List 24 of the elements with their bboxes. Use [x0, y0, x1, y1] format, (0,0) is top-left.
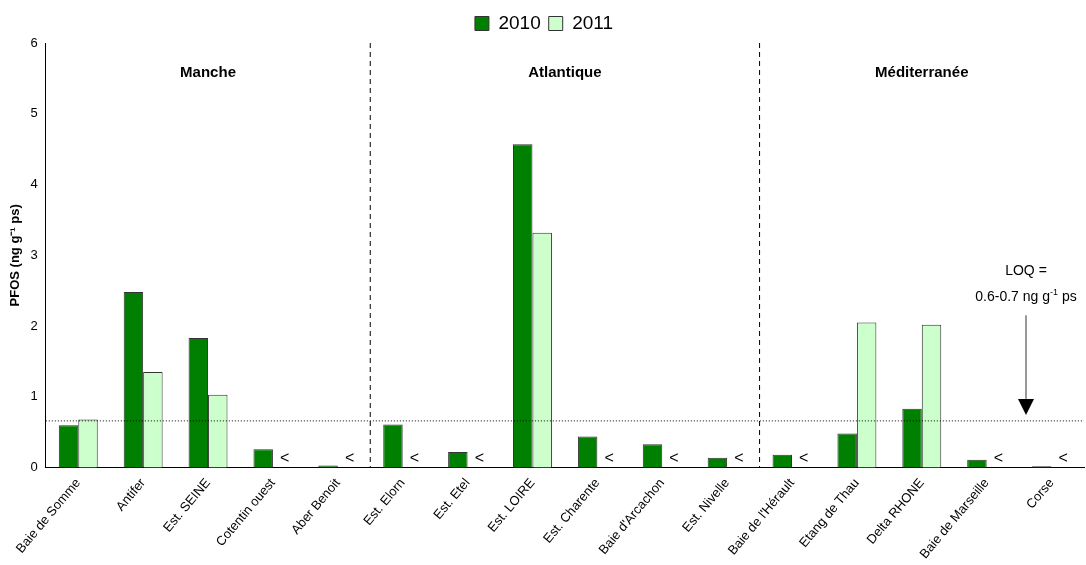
- annotation: <: [993, 448, 1004, 466]
- annotation: Manche: [180, 63, 236, 81]
- y-tick-label: 0: [30, 459, 38, 475]
- legend-label: 2011: [572, 11, 614, 33]
- annotation: <: [604, 448, 614, 466]
- annotation: <: [474, 448, 484, 466]
- x-tick-label: Est. Etel: [430, 475, 473, 522]
- annotation: Méditerranée: [875, 63, 969, 81]
- annotation: <: [279, 448, 290, 466]
- y-tick-label: 3: [30, 246, 38, 262]
- y-tick-label: 4: [30, 176, 38, 192]
- annotation: <: [1058, 448, 1068, 466]
- annotation: Atlantique: [528, 63, 602, 81]
- y-tick-label: 5: [30, 105, 38, 121]
- annotation: <: [409, 448, 420, 466]
- legend-label: 2010: [498, 11, 541, 33]
- y-tick-label: 6: [30, 34, 38, 50]
- annotation: <: [344, 448, 355, 466]
- annotation: <: [669, 448, 679, 466]
- annotation: <: [734, 448, 744, 466]
- annotation: <: [799, 448, 809, 466]
- y-axis-title: PFOS (ng g⁻¹ ps): [7, 204, 23, 307]
- y-tick-label: 1: [30, 388, 38, 404]
- y-tick-label: 2: [30, 317, 38, 333]
